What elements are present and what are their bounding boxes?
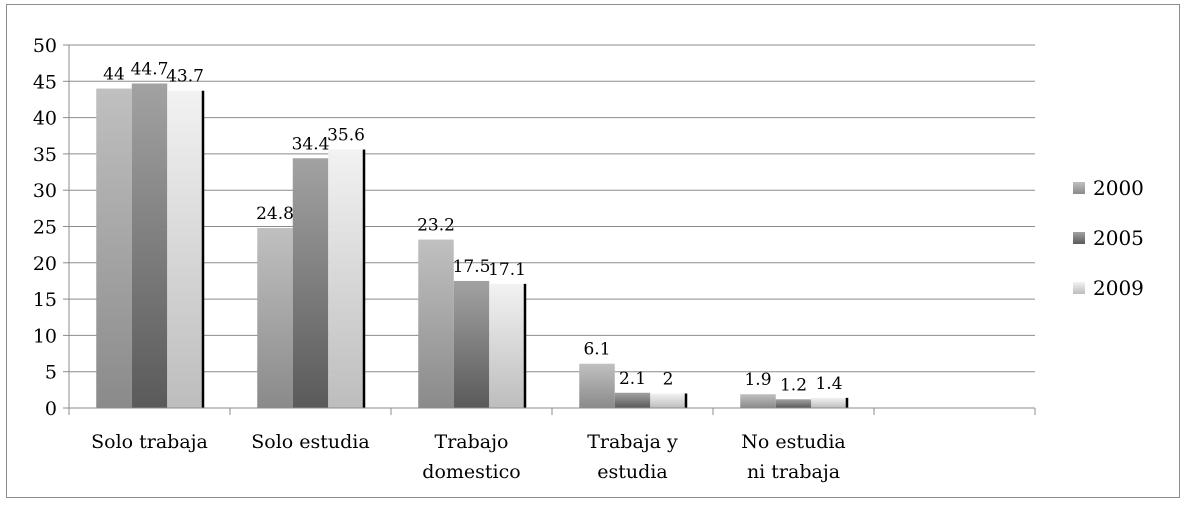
data-label: 17.1 xyxy=(488,260,526,280)
x-category-label: Solo estudia xyxy=(251,431,369,453)
legend-swatch-2009 xyxy=(1073,282,1085,294)
x-category-label: Trabaja y xyxy=(587,431,678,453)
bar-2000-3 xyxy=(579,363,615,408)
bar-2009-0 xyxy=(167,90,203,408)
bar-2009-3 xyxy=(650,393,686,408)
data-label: 6.1 xyxy=(583,340,610,360)
chart-frame: 0 5 10 15 20 25 30 35 40 45 50 44 24.8 23.2 6.1 1.9 44.… xyxy=(6,4,1180,498)
data-label: 17.5 xyxy=(453,257,491,277)
legend-label-2000: 2000 xyxy=(1093,176,1144,200)
legend-label-2009: 2009 xyxy=(1093,276,1144,300)
data-label: 44 xyxy=(103,65,125,85)
bar-2005-0 xyxy=(131,83,168,408)
data-label: 23.2 xyxy=(417,216,455,236)
bar-shadow xyxy=(362,149,366,408)
gridlines xyxy=(69,44,1035,373)
x-category-label: Solo trabaja xyxy=(91,431,208,453)
bars xyxy=(96,83,849,408)
x-category-label: ni trabaja xyxy=(747,461,840,483)
bar-2005-1 xyxy=(292,158,329,408)
data-label: 35.6 xyxy=(327,126,365,146)
data-label: 43.7 xyxy=(166,67,204,87)
y-tick-label: 30 xyxy=(33,180,57,202)
data-label: 2.1 xyxy=(619,369,646,389)
bar-2009-1 xyxy=(328,149,364,408)
bar-chart: 0 5 10 15 20 25 30 35 40 45 50 44 24.8 23.2 6.1 1.9 44.… xyxy=(33,35,1144,483)
data-label: 44.7 xyxy=(131,59,169,79)
bar-shadow xyxy=(523,283,527,408)
y-tick-label: 10 xyxy=(33,325,57,347)
bar-2000-2 xyxy=(418,239,454,408)
x-category-label: No estudia xyxy=(741,431,846,453)
legend: 2000 2005 2009 xyxy=(1073,176,1144,300)
y-axis: 0 5 10 15 20 25 30 35 40 45 50 xyxy=(33,35,70,420)
legend-label-2005: 2005 xyxy=(1093,226,1144,250)
x-category-label: Trabajo xyxy=(435,431,509,453)
data-labels: 44 24.8 23.2 6.1 1.9 44.7 34.4 17.5 2.1 1.2 43.7 35… xyxy=(103,59,842,395)
y-tick-label: 5 xyxy=(45,362,57,384)
bar-2005-4 xyxy=(775,399,812,408)
bar-2005-3 xyxy=(614,392,651,408)
bar-2005-2 xyxy=(453,280,490,408)
y-tick-label: 40 xyxy=(33,108,57,130)
x-category-label: estudia xyxy=(597,461,667,483)
bar-2000-1 xyxy=(257,227,293,408)
bar-shadow xyxy=(684,393,688,408)
x-axis: Solo trabaja Solo estudia Trabajo domestico… xyxy=(68,407,1036,483)
bar-2000-4 xyxy=(740,394,776,408)
legend-swatch-2000 xyxy=(1073,182,1085,194)
y-tick-label: 15 xyxy=(33,289,57,311)
data-label: 1.9 xyxy=(744,370,771,390)
bar-shadow xyxy=(201,90,205,408)
bar-2000-0 xyxy=(96,88,132,408)
data-label: 24.8 xyxy=(256,204,294,224)
y-tick-label: 20 xyxy=(33,253,57,275)
data-label: 1.2 xyxy=(780,375,807,395)
y-tick-label: 45 xyxy=(33,71,57,93)
bar-shadow xyxy=(845,397,849,408)
x-category-label: domestico xyxy=(422,461,520,483)
legend-swatch-2005 xyxy=(1073,232,1085,244)
y-tick-label: 0 xyxy=(45,398,57,420)
bar-2009-2 xyxy=(489,283,525,408)
data-label: 2 xyxy=(663,369,674,389)
y-tick-label: 35 xyxy=(33,144,57,166)
y-tick-label: 25 xyxy=(33,217,57,239)
data-label: 1.4 xyxy=(815,374,842,394)
y-tick-label: 50 xyxy=(33,35,57,57)
data-label: 34.4 xyxy=(292,134,330,154)
bar-2009-4 xyxy=(811,397,847,408)
